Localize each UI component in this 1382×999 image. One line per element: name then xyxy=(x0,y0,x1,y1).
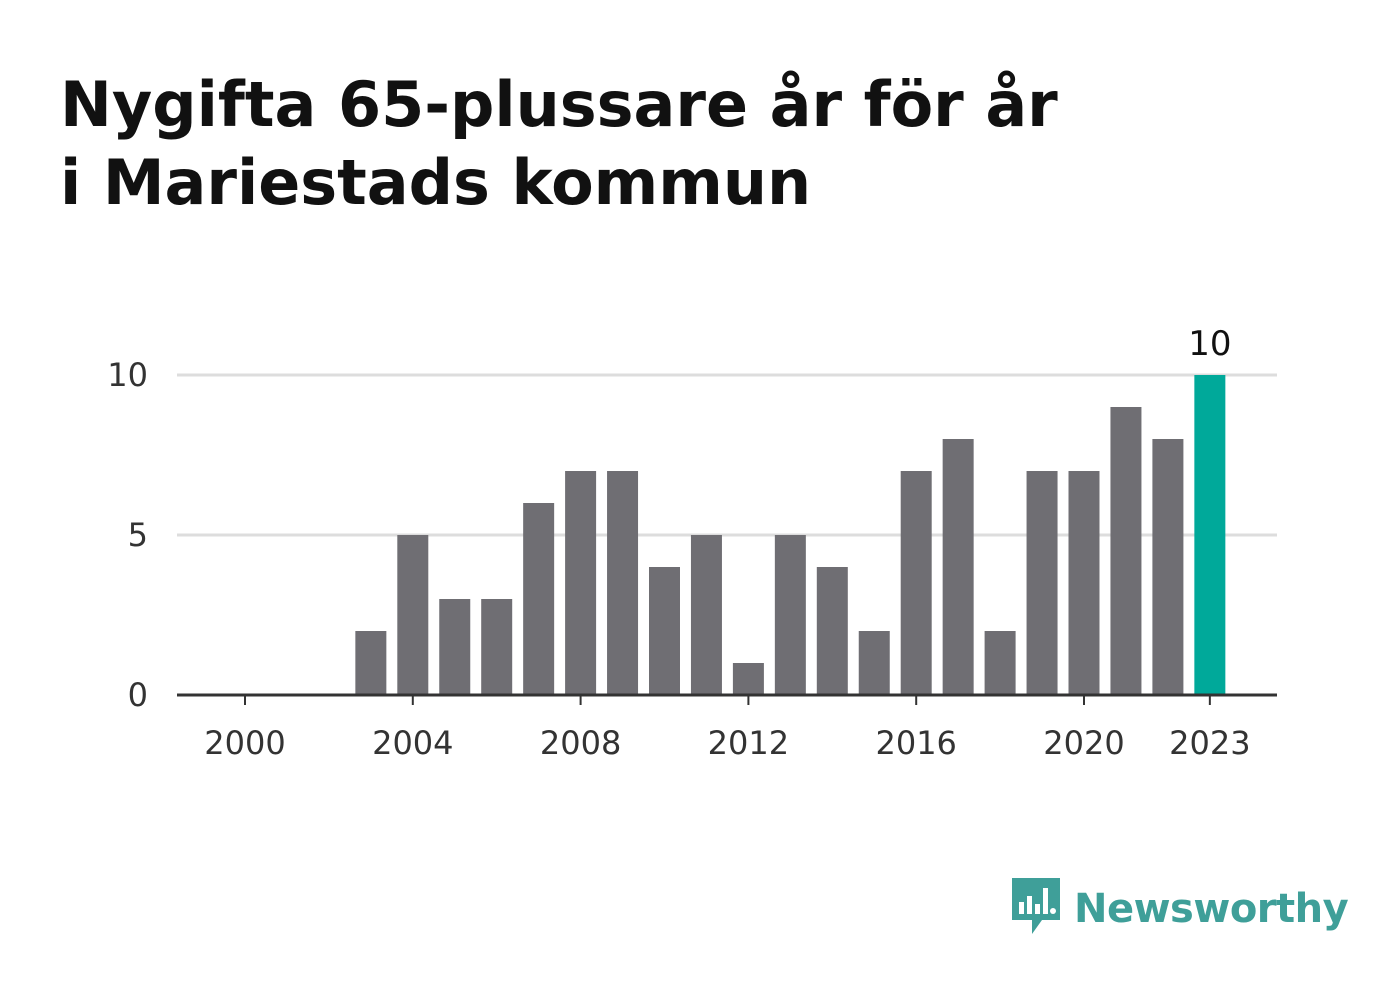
bars xyxy=(355,375,1226,695)
bar-2017 xyxy=(942,439,974,695)
bar-2018 xyxy=(984,631,1016,695)
logo-text: Newsworthy xyxy=(1074,886,1349,932)
bar-2005 xyxy=(439,599,471,695)
x-tick-label: 2023 xyxy=(1169,724,1250,762)
x-tick-label: 2016 xyxy=(875,724,956,762)
x-tick-label: 2000 xyxy=(204,724,285,762)
data-label-2023: 10 xyxy=(1188,324,1231,364)
bar-2010 xyxy=(649,567,680,695)
bar-2016 xyxy=(900,471,932,695)
axes xyxy=(177,693,1277,705)
bar-2012 xyxy=(732,663,764,695)
y-tick-label: 0 xyxy=(128,676,148,714)
bar-2019 xyxy=(1026,471,1058,695)
bar-2007 xyxy=(523,503,555,695)
bar-2006 xyxy=(481,599,513,695)
bar-2020 xyxy=(1068,471,1100,695)
newsworthy-logo: Newsworthy xyxy=(1010,876,1349,942)
bar-2014 xyxy=(816,567,848,695)
bar-2011 xyxy=(690,535,722,695)
bar-2004 xyxy=(397,535,429,695)
bar-2021 xyxy=(1110,407,1142,695)
bar-2013 xyxy=(774,535,806,695)
bar-2008 xyxy=(565,471,597,695)
x-tick-label: 2004 xyxy=(372,724,453,762)
x-tick-label: 2020 xyxy=(1043,724,1124,762)
newsworthy-bar-chart-bubble-icon xyxy=(1010,876,1062,942)
bar-2022 xyxy=(1152,439,1184,695)
bar-2009 xyxy=(607,471,639,695)
bar-2023 xyxy=(1194,375,1226,695)
x-tick-label: 2012 xyxy=(708,724,789,762)
y-tick-label: 5 xyxy=(128,516,148,554)
labels: 0 5 10 10 2000 2004 2008 2012 2016 2020 2023 xyxy=(107,324,1250,762)
bar-2015 xyxy=(858,631,890,695)
x-tick-label: 2008 xyxy=(540,724,621,762)
y-tick-label: 10 xyxy=(107,356,148,394)
chart-title: Nygifta 65-plussare år för år i Mariesta… xyxy=(60,68,1058,219)
bar-2003 xyxy=(355,631,387,695)
